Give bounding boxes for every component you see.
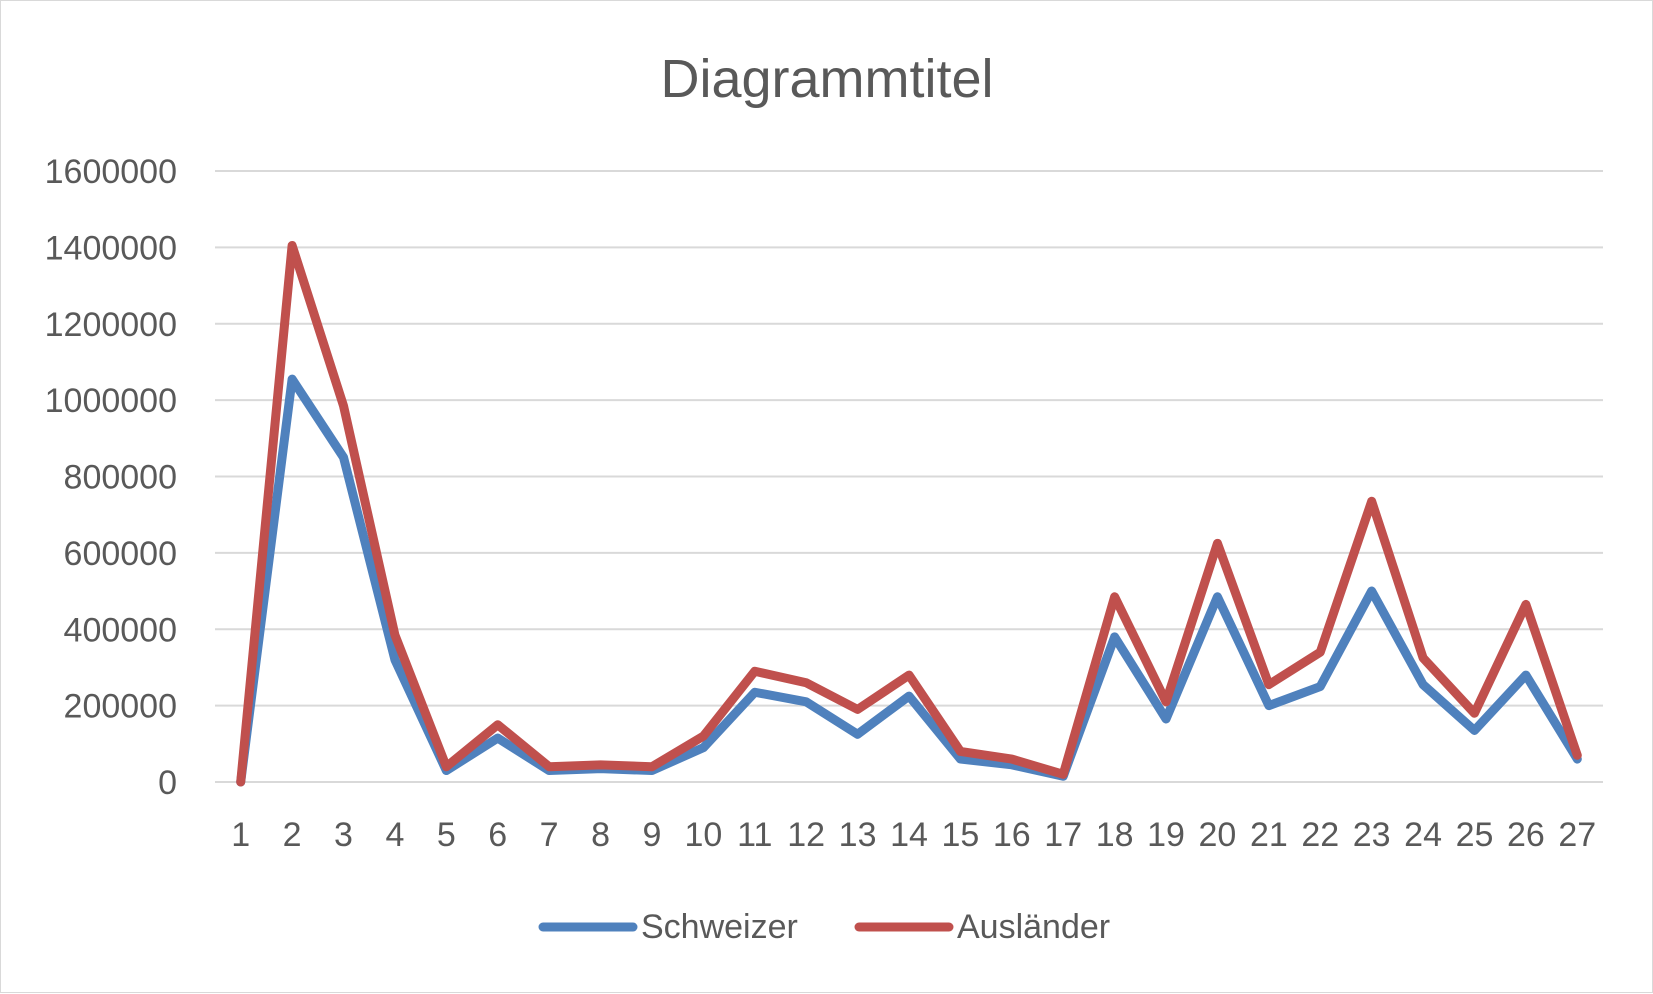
data-point — [1114, 636, 1116, 638]
data-point — [1473, 712, 1475, 714]
data-point — [908, 674, 910, 676]
series-line-schweizer — [236, 374, 1582, 787]
y-tick-label: 600000 — [64, 535, 177, 573]
x-tick-label: 25 — [1456, 816, 1494, 854]
data-point — [1011, 758, 1013, 760]
data-point — [497, 724, 499, 726]
data-point — [1268, 684, 1270, 686]
x-tick-label: 9 — [643, 816, 662, 854]
data-point — [1576, 754, 1578, 756]
data-point — [805, 701, 807, 703]
data-point — [651, 766, 653, 768]
data-point — [959, 750, 961, 752]
data-point — [805, 682, 807, 684]
x-tick-label: 8 — [591, 816, 610, 854]
x-tick-label: 6 — [488, 816, 507, 854]
y-tick-label: 1400000 — [45, 229, 177, 267]
data-point — [1319, 686, 1321, 688]
x-tick-label: 27 — [1558, 816, 1596, 854]
data-point — [1422, 657, 1424, 659]
data-point — [1114, 596, 1116, 598]
data-point — [754, 691, 756, 693]
data-point — [1371, 500, 1373, 502]
data-point — [1525, 674, 1527, 676]
x-tick-label: 23 — [1353, 816, 1391, 854]
data-point — [702, 747, 704, 749]
x-tick-label: 16 — [993, 816, 1031, 854]
data-point — [445, 766, 447, 768]
x-tick-label: 22 — [1301, 816, 1339, 854]
data-point — [1525, 603, 1527, 605]
data-point — [1268, 705, 1270, 707]
data-point — [1011, 764, 1013, 766]
x-tick-label: 2 — [283, 816, 302, 854]
x-tick-label: 10 — [684, 816, 722, 854]
x-axis-ticks: 1 2 3 4 5 6 7 8 9 10 11 12 13 14 15 16 17 18 19 20 21 22 23 24 2… — [231, 816, 1596, 854]
x-tick-label: 14 — [890, 816, 928, 854]
y-tick-label: 0 — [158, 764, 177, 802]
data-point — [394, 634, 396, 636]
x-tick-label: 15 — [941, 816, 979, 854]
chart-title: Diagrammtitel — [660, 49, 993, 109]
x-tick-label: 21 — [1250, 816, 1288, 854]
data-point — [1422, 684, 1424, 686]
x-tick-label: 20 — [1199, 816, 1237, 854]
data-point — [908, 695, 910, 697]
data-point — [343, 405, 345, 407]
gridlines — [215, 170, 1603, 783]
x-tick-label: 11 — [737, 816, 772, 854]
y-tick-label: 1600000 — [45, 153, 177, 191]
x-tick-label: 19 — [1147, 816, 1185, 854]
data-point — [1062, 773, 1064, 775]
x-tick-label: 3 — [334, 816, 353, 854]
x-tick-label: 5 — [437, 816, 456, 854]
series-lines — [236, 240, 1582, 787]
data-point — [343, 456, 345, 458]
x-tick-label: 24 — [1404, 816, 1442, 854]
legend-label: Schweizer — [641, 908, 798, 946]
legend-label: Ausländer — [957, 908, 1110, 946]
data-point — [548, 766, 550, 768]
data-point — [600, 764, 602, 766]
data-point — [702, 735, 704, 737]
x-tick-label: 4 — [385, 816, 404, 854]
y-tick-label: 1200000 — [45, 306, 177, 344]
data-point — [394, 659, 396, 661]
data-point — [1319, 651, 1321, 653]
y-tick-label: 1000000 — [45, 382, 177, 420]
legend: Schweizer Ausländer — [538, 908, 1110, 946]
y-axis-ticks: 0 200000 400000 600000 800000 1000000 1200000 1… — [45, 153, 177, 802]
data-point — [1165, 701, 1167, 703]
y-tick-label: 800000 — [64, 459, 177, 497]
data-point — [1216, 542, 1218, 544]
x-tick-label: 13 — [839, 816, 877, 854]
y-tick-label: 400000 — [64, 611, 177, 649]
data-point — [1371, 590, 1373, 592]
data-point — [497, 737, 499, 739]
data-point — [754, 670, 756, 672]
data-point — [240, 781, 242, 783]
x-tick-label: 1 — [231, 816, 250, 854]
data-point — [857, 708, 859, 710]
data-point — [1165, 718, 1167, 720]
x-tick-label: 17 — [1044, 816, 1082, 854]
y-tick-label: 200000 — [64, 688, 177, 726]
data-point — [857, 733, 859, 735]
x-tick-label: 7 — [540, 816, 559, 854]
data-point — [1473, 729, 1475, 731]
data-point — [959, 758, 961, 760]
x-tick-label: 12 — [787, 816, 825, 854]
x-tick-label: 18 — [1096, 816, 1134, 854]
data-point — [291, 378, 293, 380]
x-tick-label: 26 — [1507, 816, 1545, 854]
data-point — [291, 244, 293, 246]
data-point — [1216, 596, 1218, 598]
